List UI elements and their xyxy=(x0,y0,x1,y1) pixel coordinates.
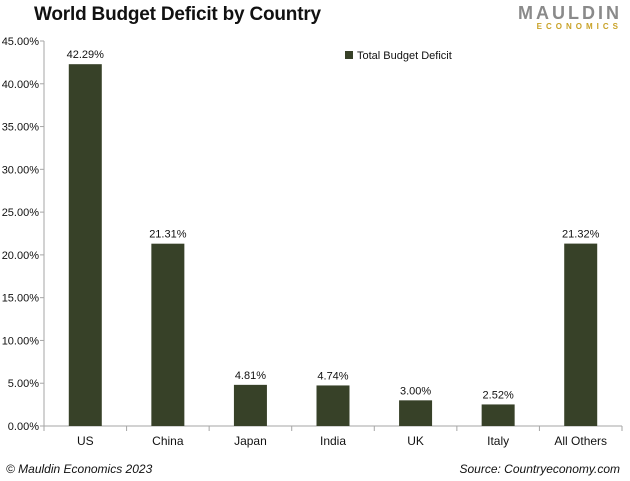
data-label: 21.31% xyxy=(149,229,187,241)
bar-china xyxy=(151,243,185,426)
data-label: 2.52% xyxy=(483,389,514,401)
x-tick-label: India xyxy=(320,434,346,448)
y-tick-label: 15.00% xyxy=(2,293,40,305)
copyright-text: © Mauldin Economics 2023 xyxy=(6,462,153,476)
x-tick-label: Italy xyxy=(487,434,509,448)
y-tick-label: 25.00% xyxy=(2,207,40,219)
x-tick-label: Japan xyxy=(234,434,267,448)
chart-title: World Budget Deficit by Country xyxy=(34,4,321,25)
y-tick-label: 35.00% xyxy=(2,122,40,134)
x-tick-label: UK xyxy=(407,434,424,448)
y-tick-label: 5.00% xyxy=(8,378,39,390)
source-text: Source: Countryeconomy.com xyxy=(459,462,620,476)
y-tick-label: 30.00% xyxy=(2,164,40,176)
data-label: 3.00% xyxy=(400,385,431,397)
data-label: 4.74% xyxy=(317,370,348,382)
y-tick-label: 40.00% xyxy=(2,79,40,91)
y-tick-label: 0.00% xyxy=(8,421,39,433)
bar-all-others xyxy=(564,243,598,426)
logo-line-2: ECONOMICS xyxy=(536,22,622,31)
legend-swatch xyxy=(345,51,353,59)
mauldin-logo: MAULDIN ECONOMICS xyxy=(518,4,622,32)
data-label: 4.81% xyxy=(235,370,266,382)
y-tick-label: 20.00% xyxy=(2,250,40,262)
x-tick-label: China xyxy=(152,434,184,448)
bar-uk xyxy=(399,400,433,426)
bar-japan xyxy=(233,384,267,426)
y-tick-label: 45.00% xyxy=(2,36,40,48)
x-tick-label: All Others xyxy=(554,434,607,448)
bar-italy xyxy=(481,404,515,426)
data-label: 21.32% xyxy=(562,229,600,241)
x-tick-label: US xyxy=(77,434,94,448)
bar-india xyxy=(316,385,350,426)
y-tick-label: 10.00% xyxy=(2,335,40,347)
data-label: 42.29% xyxy=(67,49,105,61)
bar-us xyxy=(68,64,102,427)
logo-line-1: MAULDIN xyxy=(518,3,622,23)
legend-label: Total Budget Deficit xyxy=(357,50,452,62)
